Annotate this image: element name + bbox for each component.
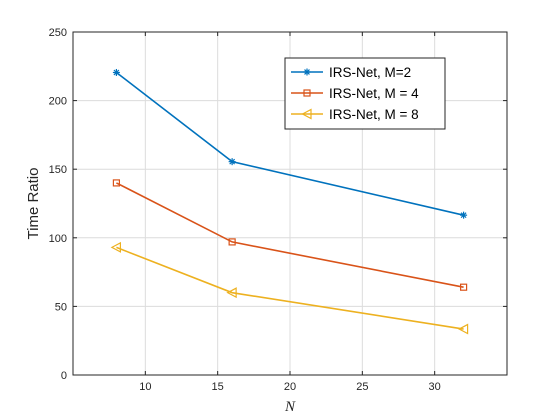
y-tick-label: 50 [55, 301, 67, 313]
x-tick-label: 20 [284, 381, 296, 393]
legend-label: IRS-Net, M=2 [329, 65, 411, 80]
y-tick-label: 250 [49, 27, 67, 39]
y-tick-label: 100 [49, 233, 67, 245]
data-point [228, 238, 236, 246]
x-tick-label: 10 [139, 381, 151, 393]
legend-marker [303, 89, 311, 97]
legend: IRS-Net, M=2 IRS-Net, M = 4 IRS-Net, M = 8 [284, 57, 446, 130]
data-point [460, 283, 468, 291]
y-tick-label: 200 [49, 96, 67, 108]
series-line-3 [116, 246, 464, 330]
x-tick-label: 25 [356, 381, 368, 393]
data-point [226, 287, 237, 299]
axis-ticks: 10 15 20 25 30 0 50 100 150 200 250 [49, 27, 507, 393]
legend-label: IRS-Net, M = 8 [329, 107, 419, 122]
series-line-2 [116, 182, 464, 288]
data-point [112, 179, 121, 187]
legend-label: IRS-Net, M = 4 [329, 86, 419, 101]
series-layer [110, 68, 469, 335]
legend-marker [301, 108, 312, 120]
data-point [228, 158, 236, 166]
data-point [112, 68, 120, 76]
data-point [460, 211, 468, 219]
y-tick-label: 0 [61, 370, 67, 382]
x-axis-title: N [284, 399, 296, 415]
data-point [110, 241, 122, 253]
data-point [457, 323, 469, 335]
y-tick-label: 150 [49, 164, 67, 176]
y-axis-title: Time Ratio [25, 168, 42, 240]
legend-marker [303, 68, 311, 76]
x-tick-label: 15 [212, 381, 224, 393]
x-tick-label: 30 [429, 381, 441, 393]
